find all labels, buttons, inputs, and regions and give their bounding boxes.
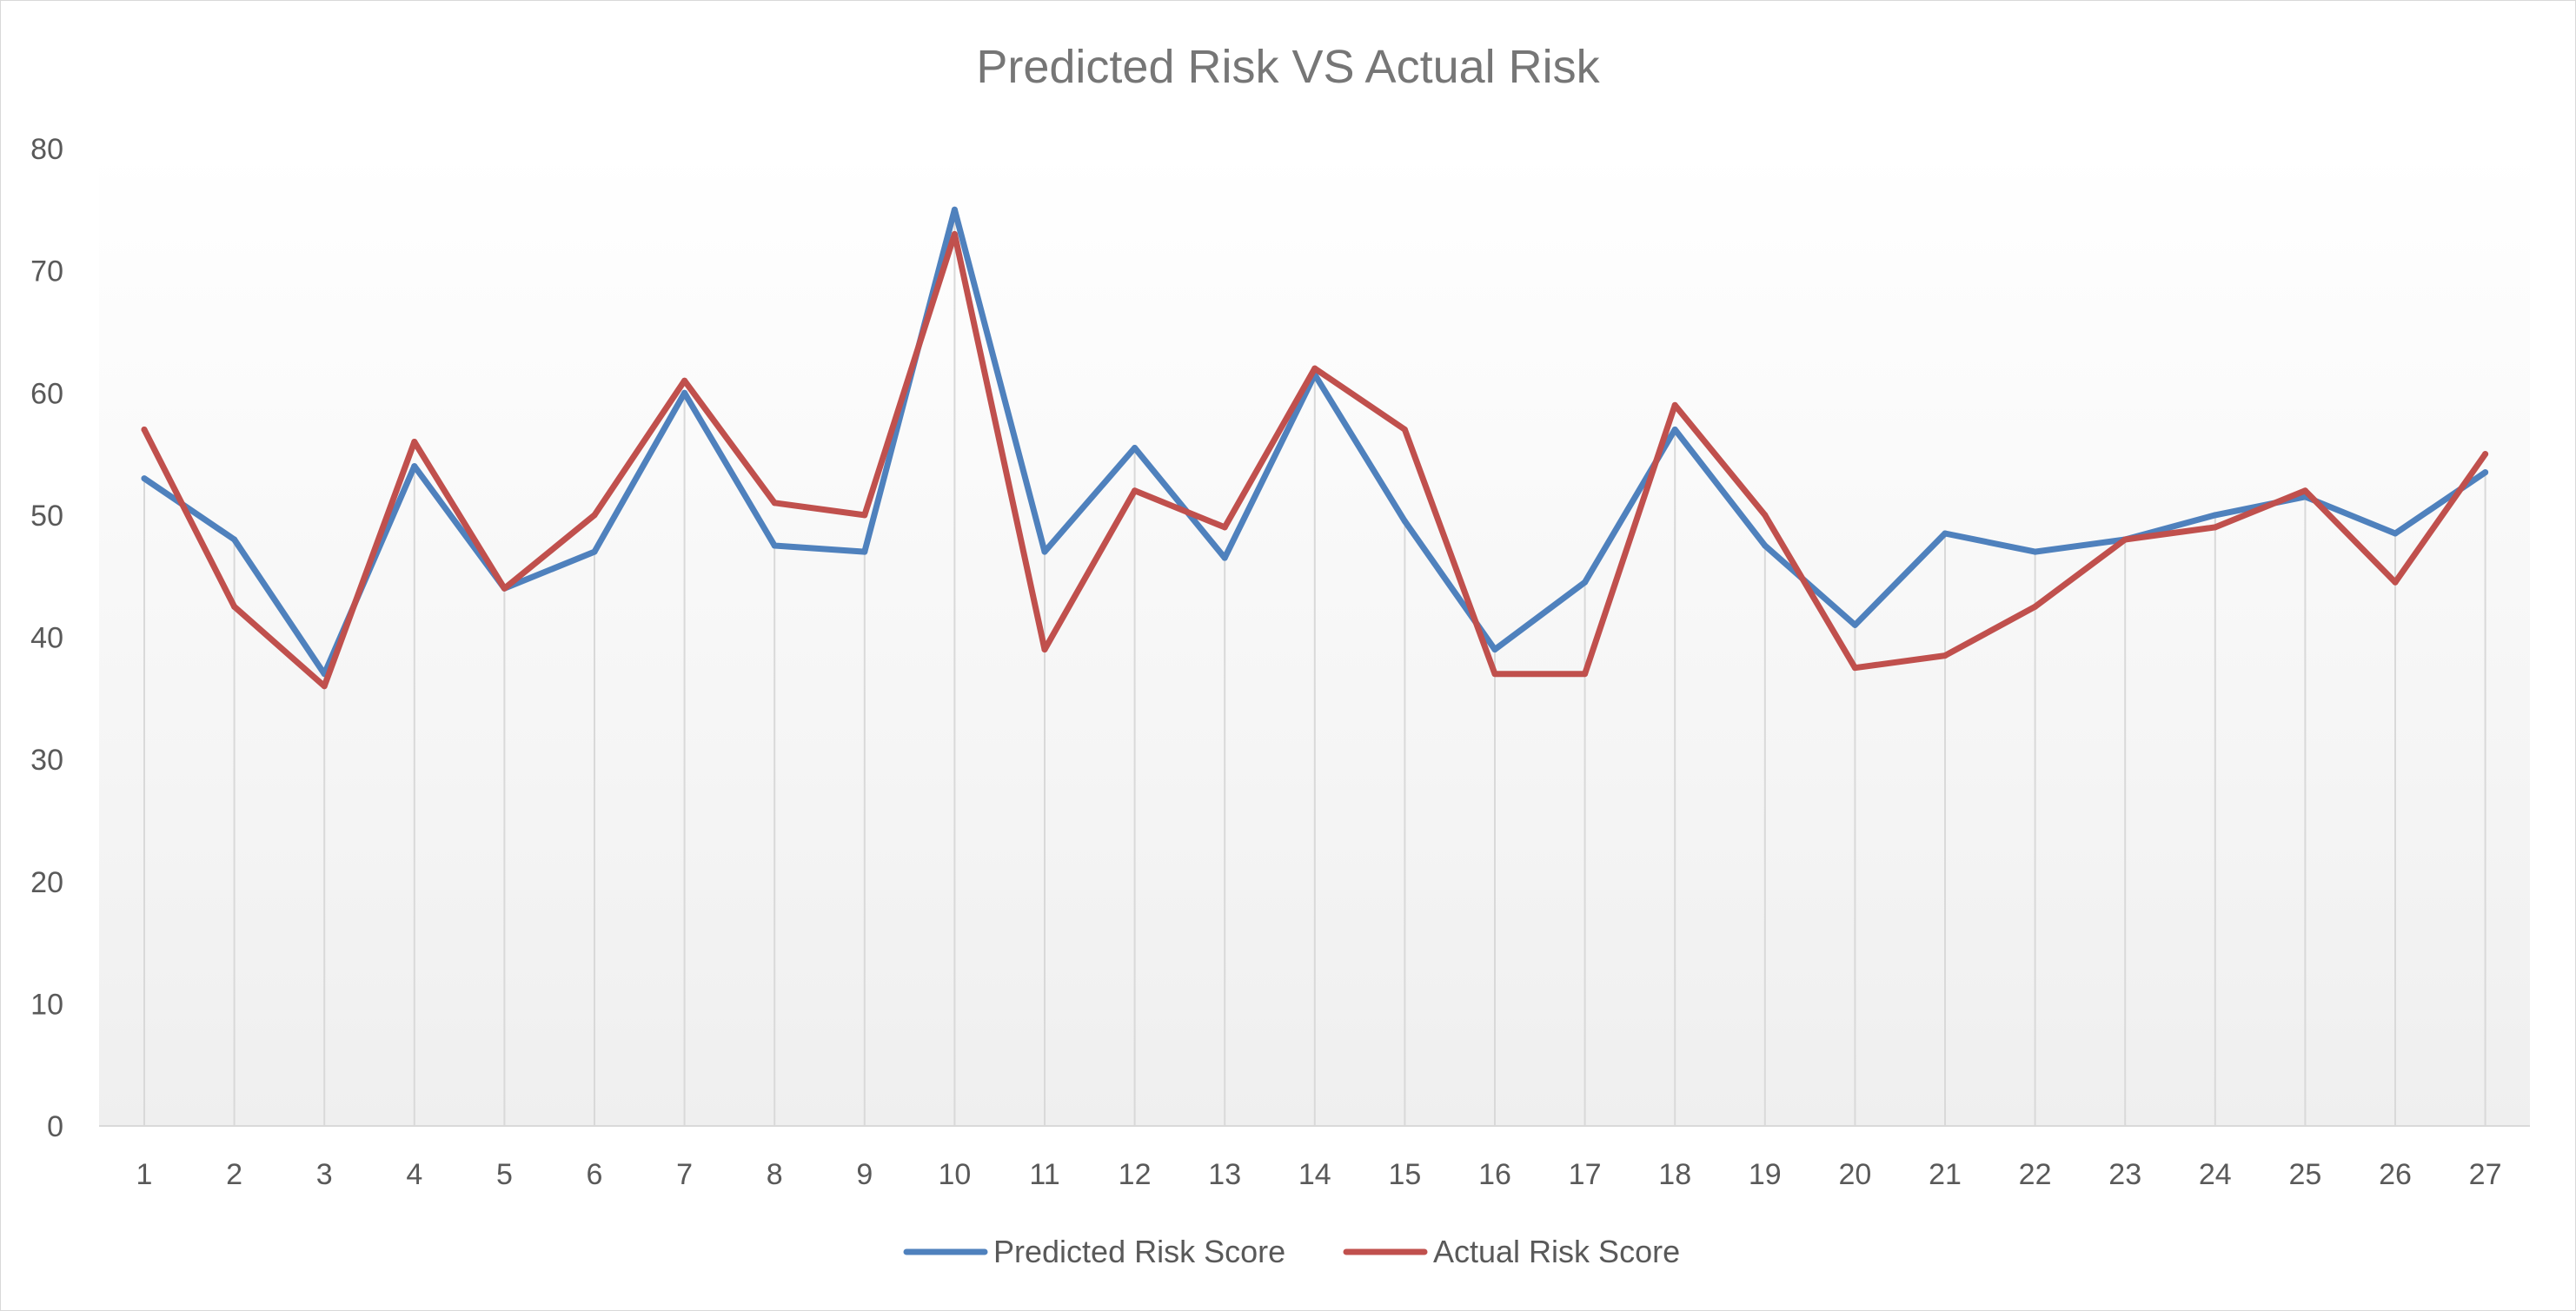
- data-point: [1491, 671, 1498, 678]
- data-point: [2392, 530, 2399, 537]
- x-tick-label: 18: [1658, 1158, 1691, 1191]
- legend-label-actual: Actual Risk Score: [1433, 1234, 1680, 1269]
- data-point: [1401, 426, 1408, 433]
- data-point: [2392, 579, 2399, 586]
- data-point: [1942, 652, 1949, 659]
- data-point: [681, 389, 688, 396]
- x-tick-label: 14: [1298, 1158, 1331, 1191]
- x-tick-label: 27: [2469, 1158, 2502, 1191]
- data-point: [861, 548, 868, 555]
- data-point: [591, 512, 598, 519]
- y-tick-label: 40: [30, 622, 63, 655]
- y-tick-label: 50: [30, 500, 63, 533]
- data-point: [771, 500, 778, 507]
- x-tick-label: 12: [1119, 1158, 1152, 1191]
- y-axis-ticks: 0 10 20 30 40 50 60 70 80: [30, 133, 63, 1143]
- x-tick-label: 23: [2108, 1158, 2141, 1191]
- x-tick-label: 3: [316, 1158, 333, 1191]
- data-point: [1762, 542, 1769, 549]
- x-tick-label: 6: [587, 1158, 603, 1191]
- legend: Predicted Risk Score Actual Risk Score: [903, 1234, 1680, 1269]
- y-tick-label: 10: [30, 988, 63, 1021]
- data-point: [1132, 445, 1139, 452]
- data-point: [1851, 621, 1858, 628]
- x-tick-label: 16: [1478, 1158, 1511, 1191]
- chart-title: Predicted Risk VS Actual Risk: [976, 41, 1600, 93]
- data-point: [1041, 646, 1048, 653]
- x-tick-label: 10: [938, 1158, 971, 1191]
- data-point: [1851, 665, 1858, 672]
- data-point: [321, 683, 328, 690]
- data-point: [2032, 548, 2039, 555]
- y-tick-label: 30: [30, 744, 63, 777]
- x-tick-label: 8: [767, 1158, 783, 1191]
- x-tick-label: 2: [226, 1158, 242, 1191]
- x-tick-label: 15: [1388, 1158, 1421, 1191]
- data-point: [1221, 524, 1228, 531]
- x-tick-label: 11: [1029, 1158, 1059, 1191]
- x-tick-label: 19: [1749, 1158, 1782, 1191]
- data-point: [231, 603, 238, 610]
- y-tick-label: 20: [30, 866, 63, 899]
- data-point: [861, 512, 868, 519]
- data-point: [771, 542, 778, 549]
- x-axis-ticks: 1 2 3 4 5 6 7 8 9 10 11 12 13 14 15 16 17 18 19 20 21 22 23 24 2…: [136, 1158, 2502, 1191]
- x-tick-label: 20: [1838, 1158, 1871, 1191]
- x-tick-label: 26: [2379, 1158, 2412, 1191]
- x-tick-label: 22: [2019, 1158, 2052, 1191]
- data-point: [2482, 451, 2489, 458]
- x-tick-label: 1: [136, 1158, 153, 1191]
- x-tick-label: 7: [676, 1158, 693, 1191]
- x-tick-label: 5: [496, 1158, 513, 1191]
- data-point: [1582, 671, 1589, 678]
- data-point: [2121, 536, 2128, 543]
- x-tick-label: 9: [856, 1158, 873, 1191]
- legend-label-predicted: Predicted Risk Score: [993, 1234, 1285, 1269]
- data-point: [141, 426, 148, 433]
- data-point: [2032, 603, 2039, 610]
- data-point: [1311, 365, 1318, 372]
- data-point: [411, 463, 418, 470]
- data-point: [141, 475, 148, 482]
- data-point: [1401, 518, 1408, 525]
- series-lines: [141, 206, 2489, 690]
- data-point: [411, 439, 418, 445]
- data-point: [1942, 530, 1949, 537]
- y-tick-label: 80: [30, 133, 63, 166]
- data-point: [1132, 487, 1139, 494]
- data-point: [951, 206, 958, 213]
- data-point: [1671, 401, 1678, 408]
- data-point: [2212, 524, 2219, 531]
- y-tick-label: 70: [30, 255, 63, 288]
- data-point: [2301, 487, 2308, 494]
- data-point: [1041, 548, 1048, 555]
- x-tick-label: 25: [2288, 1158, 2321, 1191]
- data-point: [1762, 512, 1769, 519]
- data-point: [1491, 646, 1498, 653]
- x-tick-label: 17: [1569, 1158, 1602, 1191]
- data-point: [1221, 554, 1228, 561]
- data-point: [2212, 512, 2219, 519]
- data-point: [951, 230, 958, 237]
- x-tick-label: 4: [406, 1158, 422, 1191]
- data-point: [681, 377, 688, 384]
- x-tick-label: 13: [1208, 1158, 1241, 1191]
- data-point: [501, 585, 508, 592]
- y-tick-label: 60: [30, 377, 63, 410]
- data-point: [231, 536, 238, 543]
- data-point: [591, 548, 598, 555]
- x-tick-label: 21: [1929, 1158, 1962, 1191]
- data-point: [2482, 469, 2489, 476]
- y-tick-label: 0: [47, 1110, 63, 1143]
- data-point: [1671, 426, 1678, 433]
- x-tick-label: 24: [2199, 1158, 2232, 1191]
- data-point: [1582, 579, 1589, 586]
